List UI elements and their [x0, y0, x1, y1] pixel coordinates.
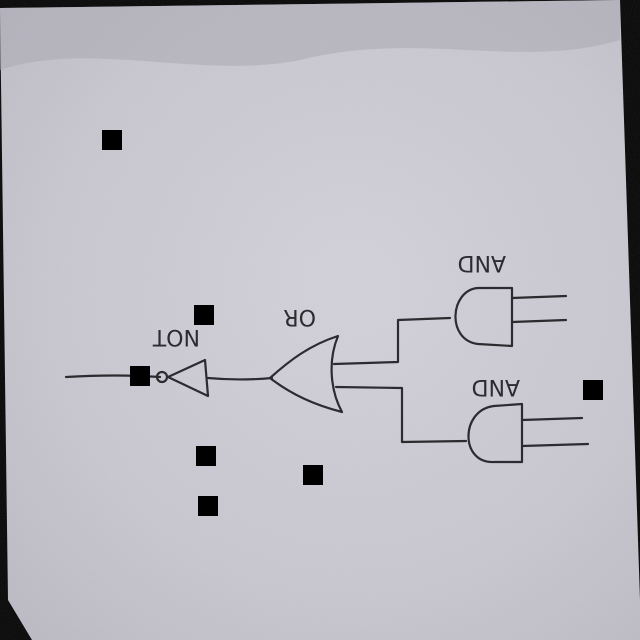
and-gate-top-label: AND	[458, 250, 506, 275]
redaction-square	[303, 465, 323, 485]
or-output-top-wire	[332, 316, 452, 366]
not-gate-label: NOT	[152, 324, 200, 349]
input-wire	[64, 374, 162, 379]
not-gate	[155, 358, 210, 398]
not-to-or-wire	[206, 376, 274, 381]
or-output-bottom-wire	[334, 385, 468, 444]
and-gate-bottom	[467, 402, 590, 464]
redaction-square	[196, 446, 216, 466]
redaction-square	[583, 380, 603, 400]
redaction-square	[130, 366, 150, 386]
or-gate	[268, 334, 344, 414]
and-gate-bottom-label: AND	[472, 374, 520, 399]
redaction-square	[102, 130, 122, 150]
and-gate-top	[454, 286, 568, 348]
redaction-square	[198, 496, 218, 516]
redaction-square	[194, 305, 214, 325]
or-gate-label: OR	[283, 304, 316, 329]
